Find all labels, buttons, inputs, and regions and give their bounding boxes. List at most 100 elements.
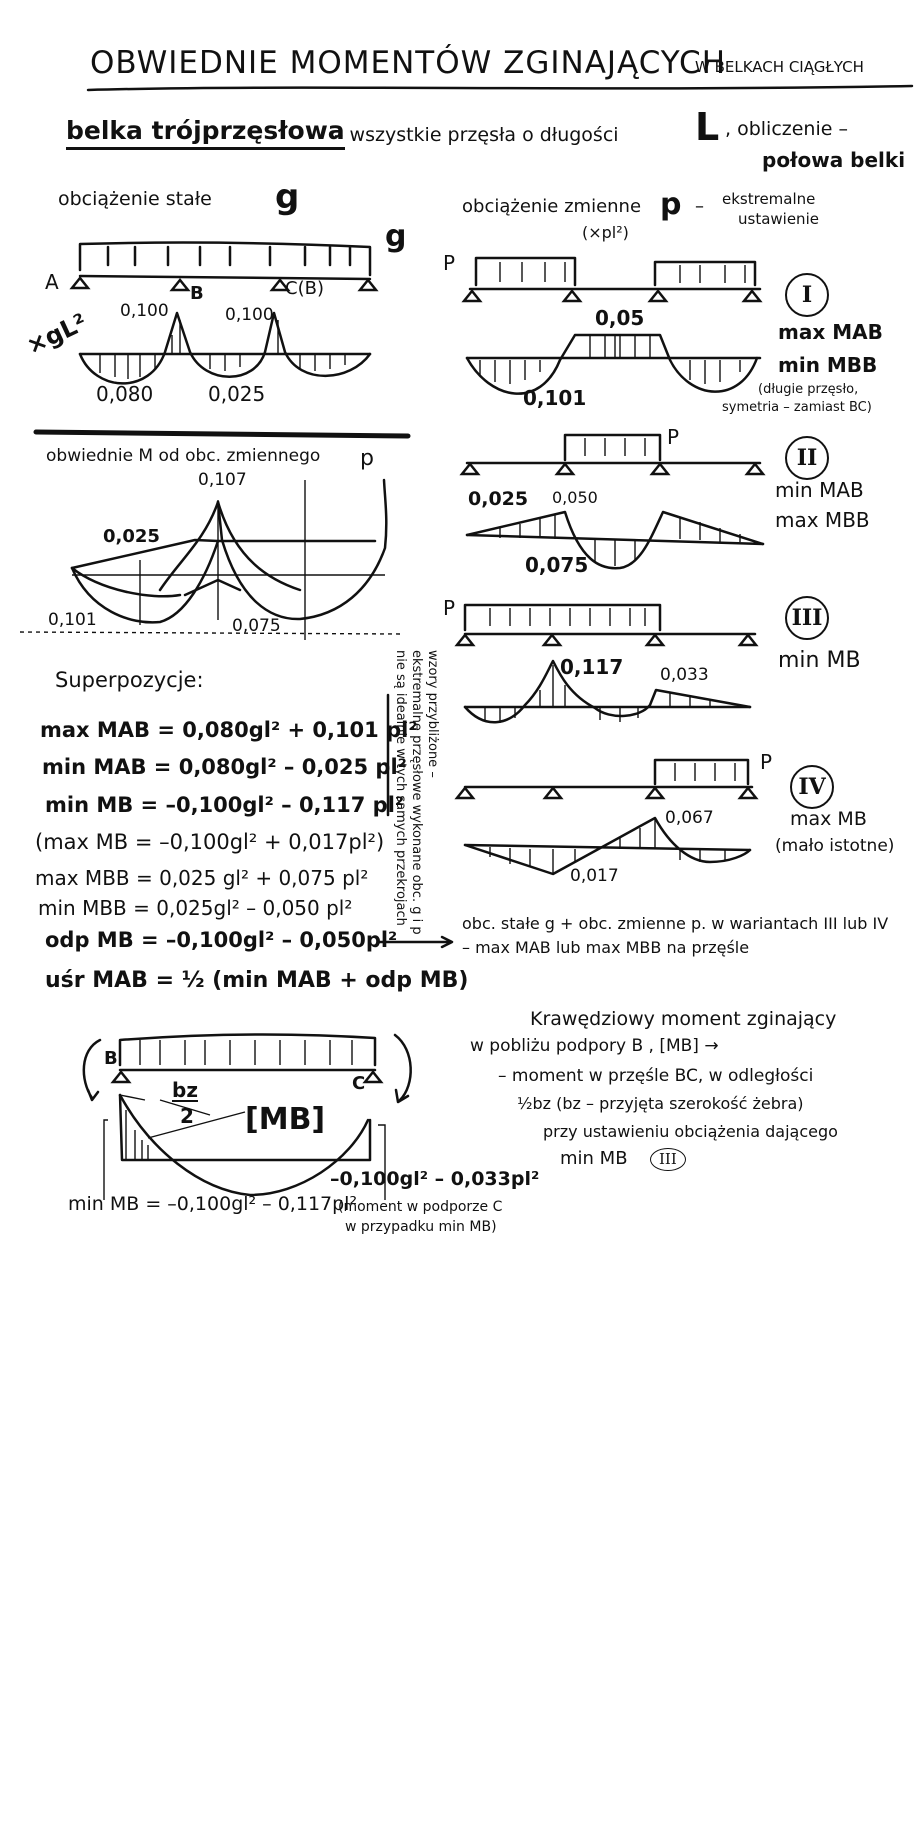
edge-mb-label: [MB]: [245, 1102, 326, 1137]
section-divider: [33, 429, 411, 439]
edge-text-2: w pobliżu podpory B , [MB] →: [470, 1036, 719, 1056]
edge-text-4: ½bz (bz – przyjęta szerokość żebra): [517, 1094, 804, 1113]
case-3-value-right: 0,033: [660, 665, 709, 685]
dead-value-span-bc: 0,025: [208, 382, 266, 406]
case-3-load: P: [443, 596, 456, 620]
arrow-note-1: obc. stałe g + obc. zmienne p. w wariant…: [462, 914, 889, 933]
edge-moment-diagram: [82, 1033, 412, 1200]
envelope-value-span-bc: 0,075: [232, 616, 281, 636]
envelope-value-span-min: 0,025: [103, 526, 160, 547]
case-3-value-support: 0,117: [560, 655, 624, 679]
side-note-3: nie są idealnie w tych samych przekrojac…: [393, 650, 408, 926]
edge-bz-den: 2: [180, 1104, 194, 1128]
case-4-numeral: IV: [790, 765, 834, 809]
edge-text-numeral: III: [650, 1148, 686, 1171]
case-4-load: P: [760, 750, 773, 774]
envelope-diagram: [19, 478, 401, 640]
envelope-value-support: 0,107: [198, 470, 247, 490]
edge-support-c: C: [352, 1073, 366, 1094]
arrow-note-2: – max MAB lub max MBB na przęśle: [462, 938, 750, 957]
formula-max-mbb: max MBB = 0,025 gl² + 0,075 pl²: [35, 866, 369, 890]
case-3-label-1: min MB: [778, 648, 861, 673]
edge-support-b: B: [104, 1048, 118, 1069]
case-4-moment: [463, 816, 752, 876]
dead-load-moment-diagram: [78, 311, 372, 385]
beam-description: – wszystkie przęsła o długości: [334, 124, 619, 146]
edge-moment-c-note-2: w przypadku min MB): [345, 1219, 497, 1235]
case-3-numeral: III: [785, 596, 829, 640]
edge-bz-num: bz: [172, 1078, 198, 1102]
support-a: [69, 275, 91, 290]
case-4-label-1: max MB: [790, 808, 867, 830]
dead-load-beam: [69, 241, 379, 292]
case-4-label-2: (mało istotne): [775, 836, 895, 856]
live-load-multiplier: (×pl²): [582, 223, 629, 242]
edge-text-5: przy ustawieniu obciążenia dającego: [543, 1122, 838, 1141]
envelope-heading: obwiednie M od obc. zmiennego: [46, 446, 321, 466]
formula-odp-mb: odp MB = –0,100gl² – 0,050pl²: [45, 928, 398, 952]
live-load-heading: obciążenie zmienne: [462, 196, 642, 217]
case-2-value-left: 0,025: [468, 488, 529, 510]
formula-min-mab: min MAB = 0,080gl² – 0,025 pl²: [42, 755, 407, 779]
formula-usr-mab: uśr MAB = ½ (min MAB + odp MB): [45, 968, 469, 993]
case-4-value-support: 0,067: [665, 808, 714, 828]
calc-note-1: , obliczenie –: [725, 118, 848, 140]
case-1-note-2: symetria – zamiast BC): [722, 400, 872, 415]
formula-max-mab: max MAB = 0,080gl² + 0,101 pl²: [40, 718, 418, 742]
edge-moment-c-note-1: (moment w podporze C: [338, 1199, 503, 1215]
formula-max-mb: (max MB = –0,100gl² + 0,017pl²): [35, 830, 385, 854]
superposition-heading: Superpozycje:: [55, 668, 204, 692]
length-symbol: L: [695, 105, 720, 149]
side-note-2: ekstremalne przęsłowe wykonane obc. g i …: [409, 650, 424, 935]
case-3-moment: [463, 659, 752, 724]
case-1-note-1: (długie przęsło,: [758, 382, 859, 397]
case-2-value-support: 0,050: [552, 488, 598, 507]
support-b: [169, 277, 191, 292]
case-2-numeral: II: [785, 436, 829, 480]
support-label-b: B: [190, 283, 204, 304]
case-4-beam: [454, 758, 759, 800]
edge-text-1: Krawędziowy moment zginający: [530, 1008, 837, 1030]
dead-load-symbol: g: [275, 177, 300, 217]
live-load-extreme-1: ekstremalne: [722, 190, 816, 208]
support-c: [269, 277, 291, 292]
case-2-load: P: [667, 425, 680, 449]
case-4-value-left: 0,017: [570, 866, 619, 886]
case-1-load: P: [443, 251, 456, 275]
support-label-c: C(B): [285, 278, 324, 299]
live-load-symbol: p: [660, 187, 682, 222]
dead-value-support-b: 0,100: [120, 301, 169, 321]
dead-load-label: g: [385, 219, 407, 254]
case-2-label-2: max MBB: [775, 508, 870, 532]
dead-load-heading: obciążenie stałe: [58, 188, 212, 210]
arrow-to-note: [376, 935, 454, 949]
beam-type: belka trójprzęsłowa: [66, 118, 345, 150]
support-d: [357, 277, 379, 292]
page-subtitle: W BELKACH CIĄGŁYCH: [695, 58, 864, 76]
side-note: wzory przybliżone – ekstremalne przęsłow…: [392, 650, 440, 935]
side-note-1: wzory przybliżone –: [425, 650, 440, 778]
case-1-value-span: 0,101: [523, 386, 587, 410]
case-1-moment: [465, 333, 762, 395]
formula-min-mb: min MB = –0,100gl² – 0,117 pl²: [45, 793, 405, 817]
case-3-beam: [454, 603, 759, 647]
envelope-value-span-ab: 0,101: [48, 610, 97, 630]
edge-text-3: – moment w przęśle BC, w odległości: [498, 1066, 814, 1086]
case-2-label-1: min MAB: [775, 478, 864, 502]
case-1-beam: [461, 256, 763, 303]
envelope-symbol: p: [360, 446, 374, 471]
edge-moment-c: –0,100gl² – 0,033pl²: [330, 1168, 540, 1190]
live-load-dash: –: [695, 196, 704, 217]
edge-min-mb-formula: min MB = –0,100gl² – 0,117pl²: [68, 1193, 358, 1215]
case-1-label-2: min MBB: [778, 353, 878, 377]
edge-text-6: min MB: [560, 1148, 628, 1169]
formula-min-mbb: min MBB = 0,025gl² – 0,050 pl²: [38, 896, 353, 920]
title-underline: [86, 84, 914, 92]
case-1-value-mid: 0,05: [595, 306, 645, 330]
support-label-a: A: [45, 270, 59, 294]
case-2-beam: [459, 433, 766, 476]
calc-note-2: połowa belki: [762, 148, 906, 172]
case-2-moment: [465, 510, 765, 570]
page-title: OBWIEDNIE MOMENTÓW ZGINAJĄCYCH: [90, 45, 726, 81]
